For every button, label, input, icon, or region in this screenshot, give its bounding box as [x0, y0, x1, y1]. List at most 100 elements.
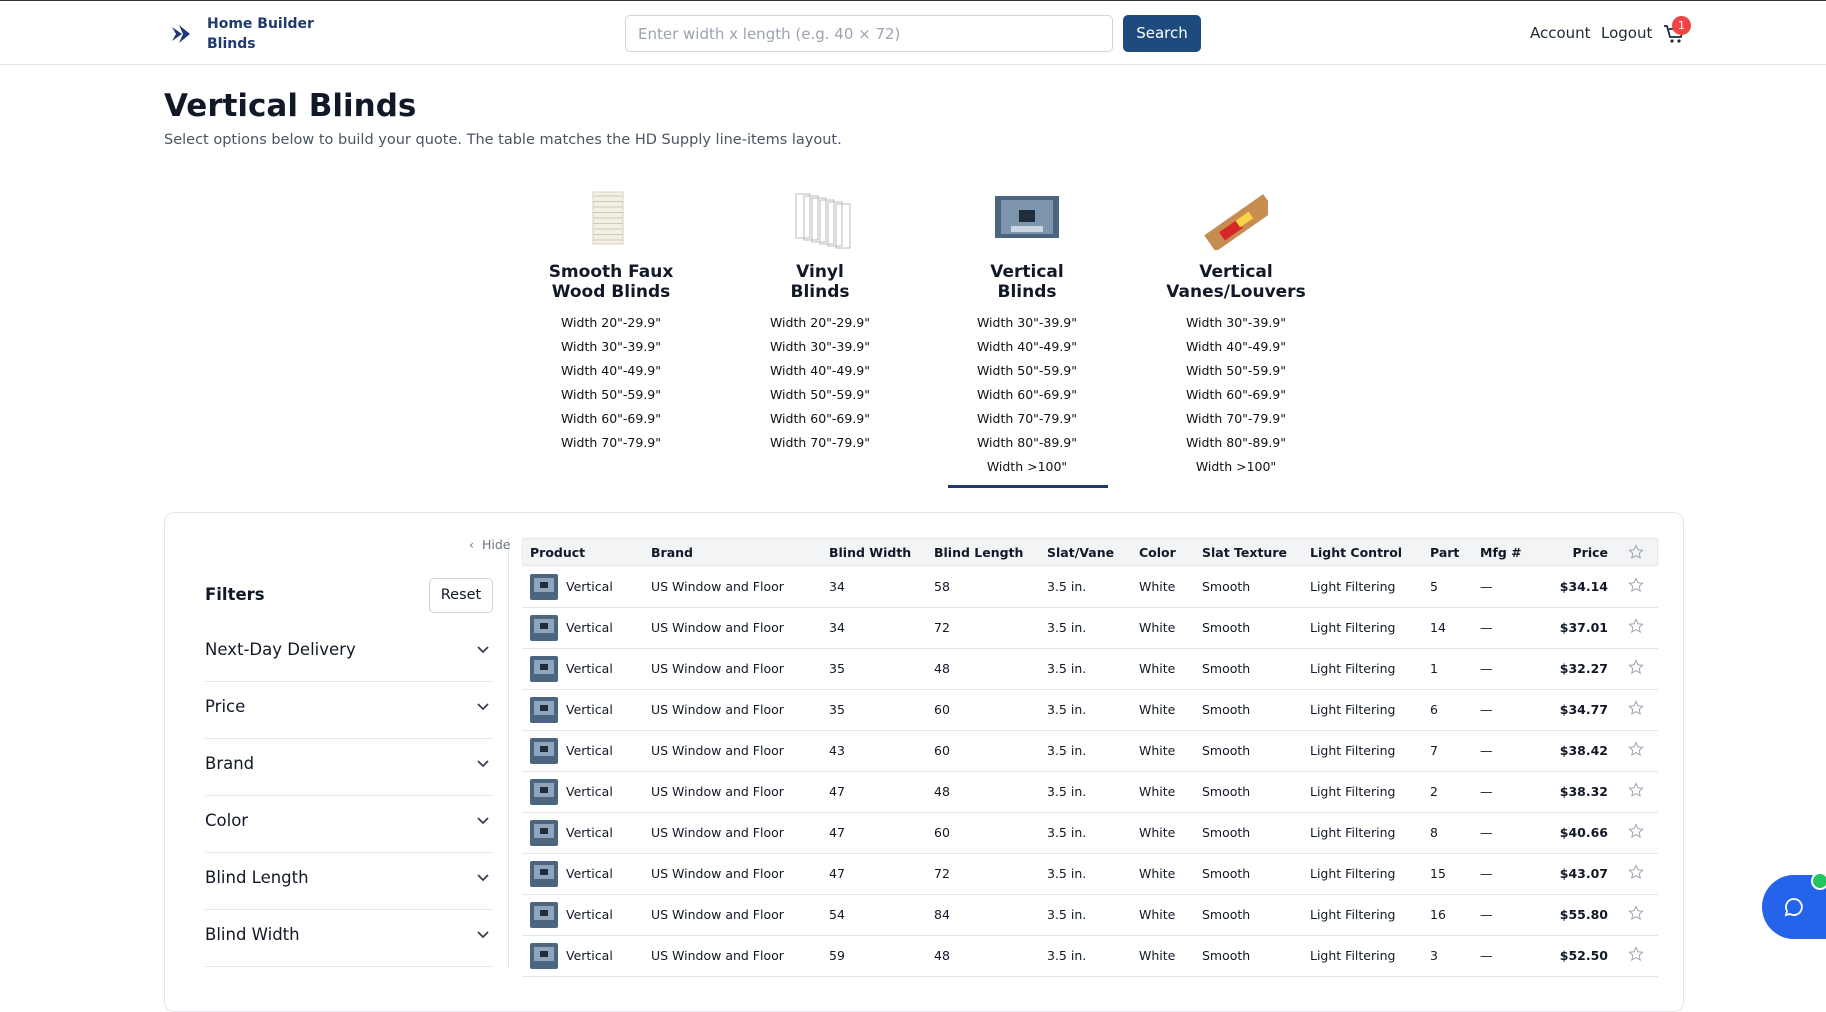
- column-header: Light Control: [1310, 545, 1403, 560]
- logo-text[interactable]: Blinds: [207, 36, 256, 52]
- width-option[interactable]: Width 50"-59.9": [560, 387, 662, 402]
- logout-link[interactable]: Logout: [1601, 24, 1653, 42]
- width-option[interactable]: Width 60"-69.9": [769, 411, 871, 426]
- favorite-star[interactable]: [1628, 741, 1644, 757]
- filter-label: Blind Width: [205, 925, 300, 944]
- width-option[interactable]: Width 40"-49.9": [560, 363, 662, 378]
- cell: Light Filtering: [1310, 702, 1396, 717]
- reset-button[interactable]: Reset: [429, 578, 493, 613]
- width-option[interactable]: Width 70"-79.9": [1185, 411, 1287, 426]
- price: $40.66: [1559, 825, 1608, 840]
- filter-item[interactable]: Next-Day Delivery: [205, 625, 493, 682]
- width-option[interactable]: Width 30"-39.9": [1185, 315, 1287, 330]
- width-option[interactable]: Width 40"-49.9": [1185, 339, 1287, 354]
- cell: Vertical: [566, 784, 613, 799]
- width-option[interactable]: Width >100": [1195, 459, 1277, 474]
- cell: Smooth: [1202, 743, 1251, 758]
- favorite-star[interactable]: [1628, 946, 1644, 962]
- filter-label: Blind Length: [205, 868, 309, 887]
- cell: White: [1139, 702, 1176, 717]
- category-name: Blinds: [997, 282, 1057, 302]
- row-divider: [522, 812, 1658, 813]
- chevron: [477, 874, 489, 882]
- cell: Vertical: [566, 579, 613, 594]
- favorite-star[interactable]: [1628, 618, 1644, 634]
- filter-item[interactable]: Price: [205, 682, 493, 739]
- category-card[interactable]: Vertical Vanes/Louvers Width 30"-39.9" Widt…: [1136, 186, 1336, 476]
- hide-button[interactable]: ‹ Hide: [469, 537, 511, 552]
- width-option[interactable]: Width 60"-69.9": [560, 411, 662, 426]
- filter-item[interactable]: Blind Length: [205, 853, 493, 910]
- cell: Smooth: [1202, 579, 1251, 594]
- width-option[interactable]: Width 30"-39.9": [560, 339, 662, 354]
- product-thumb: [530, 861, 558, 887]
- column-header: Product: [530, 545, 586, 560]
- width-option[interactable]: Width >100": [986, 459, 1068, 474]
- filter-item[interactable]: Brand: [205, 739, 493, 796]
- cell: US Window and Floor: [651, 907, 784, 922]
- account-link[interactable]: Account: [1530, 24, 1591, 42]
- chat-button[interactable]: [1762, 872, 1826, 939]
- search-button[interactable]: Search: [1123, 15, 1201, 52]
- width-option[interactable]: Width 40"-49.9": [769, 363, 871, 378]
- width-option[interactable]: Width 30"-39.9": [769, 339, 871, 354]
- logo-icon: [172, 25, 190, 43]
- cell: Vertical: [566, 661, 613, 676]
- width-option[interactable]: Width 70"-79.9": [976, 411, 1078, 426]
- cell: Vertical: [566, 743, 613, 758]
- width-option[interactable]: Width 50"-59.9": [769, 387, 871, 402]
- cell: Smooth: [1202, 866, 1251, 881]
- cell: Vertical: [566, 907, 613, 922]
- favorite-star[interactable]: [1628, 905, 1644, 921]
- width-option[interactable]: Width 20"-29.9": [769, 315, 871, 330]
- cell: Light Filtering: [1310, 743, 1396, 758]
- column-header: Slat Texture: [1202, 545, 1287, 560]
- favorite-star[interactable]: [1628, 864, 1644, 880]
- cell: Smooth: [1202, 948, 1251, 963]
- filter-item[interactable]: Color: [205, 796, 493, 853]
- cell: 58: [934, 579, 950, 594]
- width-option[interactable]: Width 70"-79.9": [560, 435, 662, 450]
- cell: White: [1139, 579, 1176, 594]
- filter-item[interactable]: Blind Width: [205, 910, 493, 967]
- width-option[interactable]: Width 80"-89.9": [976, 435, 1078, 450]
- favorite-star[interactable]: [1628, 823, 1644, 839]
- page-title: Vertical Blinds: [164, 88, 417, 124]
- category-card[interactable]: Vinyl Blinds Width 20"-29.9" Width 30"-39.9…: [720, 186, 920, 476]
- width-option[interactable]: Width 80"-89.9": [1185, 435, 1287, 450]
- cell: 3.5 in.: [1047, 579, 1087, 594]
- width-option[interactable]: Width 30"-39.9": [976, 315, 1078, 330]
- filters-title: Filters: [205, 585, 265, 604]
- cell: US Window and Floor: [651, 825, 784, 840]
- cell: —: [1480, 784, 1493, 799]
- filter-label: Next-Day Delivery: [205, 640, 356, 659]
- cell: 35: [829, 702, 845, 717]
- category-card[interactable]: Vertical Blinds Width 30"-39.9" Width 40"-4…: [927, 186, 1127, 476]
- cell: 3.5 in.: [1047, 825, 1087, 840]
- width-option[interactable]: Width 20"-29.9": [560, 315, 662, 330]
- cell: US Window and Floor: [651, 620, 784, 635]
- cell: —: [1480, 907, 1493, 922]
- width-option[interactable]: Width 60"-69.9": [1185, 387, 1287, 402]
- search-input[interactable]: Enter width x length (e.g. 40 × 72): [625, 15, 1113, 52]
- width-option[interactable]: Width 50"-59.9": [976, 363, 1078, 378]
- chevron: [477, 931, 489, 939]
- cell: Vertical: [566, 702, 613, 717]
- category-card[interactable]: Smooth Faux Wood Blinds Width 20"-29.9" Wid…: [511, 186, 711, 476]
- cell: White: [1139, 784, 1176, 799]
- table-header: [522, 538, 1658, 566]
- product-thumb: [530, 697, 558, 723]
- width-option[interactable]: Width 60"-69.9": [976, 387, 1078, 402]
- logo-text[interactable]: Home Builder: [207, 16, 314, 32]
- cell: US Window and Floor: [651, 866, 784, 881]
- width-option[interactable]: Width 50"-59.9": [1185, 363, 1287, 378]
- favorite-star[interactable]: [1628, 577, 1644, 593]
- favorite-star[interactable]: [1628, 782, 1644, 798]
- cell: White: [1139, 866, 1176, 881]
- cell: 60: [934, 825, 950, 840]
- favorite-star[interactable]: [1628, 659, 1644, 675]
- width-option[interactable]: Width 40"-49.9": [976, 339, 1078, 354]
- favorite-star[interactable]: [1628, 700, 1644, 716]
- hide-label[interactable]: Hide: [481, 537, 511, 552]
- width-option[interactable]: Width 70"-79.9": [769, 435, 871, 450]
